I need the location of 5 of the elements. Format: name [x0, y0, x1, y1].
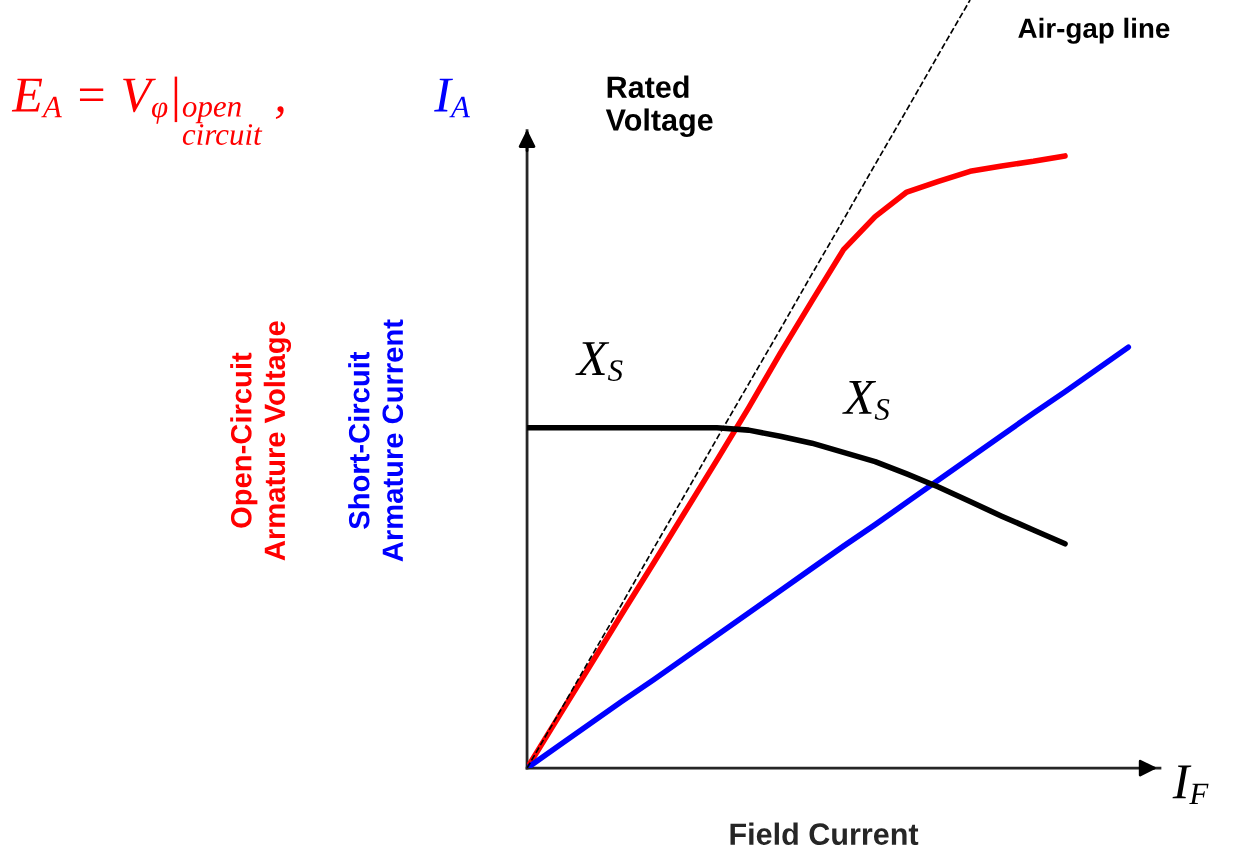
text: Open-Circuit Armature Voltage: [230, 321, 292, 561]
annotation: Rated Voltage: [605, 75, 713, 138]
x-axis-title: Field Current: [730, 822, 919, 845]
series-label: Air-gap line: [1018, 17, 1170, 44]
text: Short-Circuit Armature Current: [348, 319, 404, 562]
